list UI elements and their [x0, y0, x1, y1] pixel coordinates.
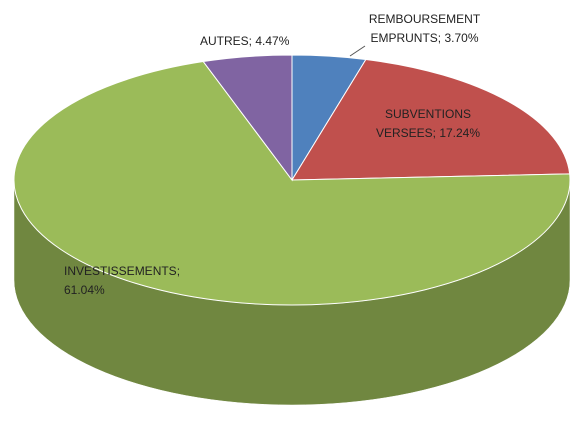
slice-label: REMBOURSEMENT EMPRUNTS; 3.70%	[357, 10, 492, 48]
value-label: 4.47%	[255, 34, 290, 48]
leader-line	[349, 45, 366, 57]
category-label: REMBOURSEMENT EMPRUNTS;	[368, 12, 481, 45]
value-label: 3.70%	[444, 31, 479, 45]
value-label: 17.24%	[439, 126, 481, 140]
slice	[202, 54, 293, 182]
slice-label: SUBVENTIONS VERSEES; 17.24%	[372, 105, 484, 143]
category-label: INVESTISSEMENTS;	[64, 264, 181, 278]
slice	[13, 60, 571, 306]
category-label: AUTRES;	[200, 34, 253, 48]
slice-label: INVESTISSEMENTS; 61.04%	[64, 262, 194, 300]
category-label: SUBVENTIONS VERSEES;	[375, 107, 471, 140]
value-label: 61.04%	[64, 283, 105, 297]
slice	[291, 58, 571, 181]
slice-label: AUTRES; 4.47%	[200, 32, 289, 51]
